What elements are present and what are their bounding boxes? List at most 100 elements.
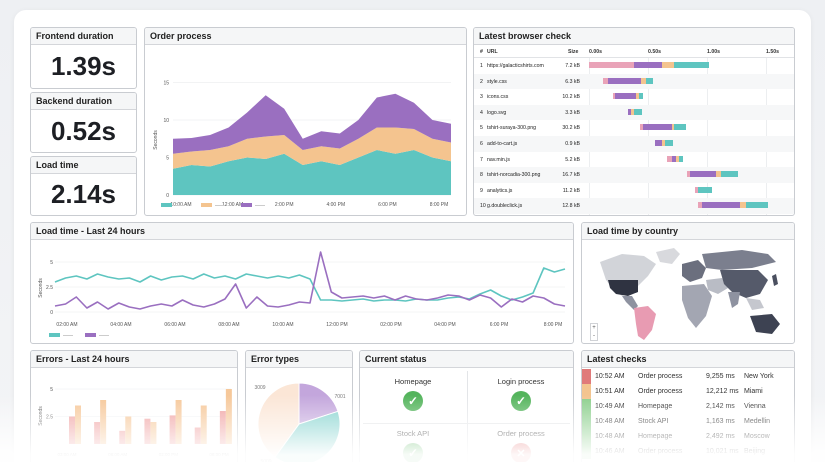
check-city: Medellin [744,418,771,425]
order-xtick: 8:00 PM [430,202,449,208]
row-url: analytics.js [487,187,513,194]
order-ylabel: Seconds [153,130,159,150]
waterfall-row[interactable]: 8 tshirt-norcadia-300.png 16.7 kB [474,167,794,183]
zoom-out-button[interactable]: - [593,333,595,339]
errors-bar-pink [144,418,151,444]
waterfall-segment [607,77,641,84]
waterfall-segment [643,124,672,131]
waterfall-row[interactable]: 4 logo.svg 3.3 kB [474,104,794,121]
map-usa [608,280,638,296]
latest-check-row[interactable]: 10:52 AM Order process 9,255 ms New York [582,369,794,384]
status-login-process[interactable]: Login process ✓ [468,369,573,422]
errors-bar-peach [75,405,81,444]
check-time: 10:49 AM [595,403,625,410]
frontend-duration-title: Frontend duration [31,28,136,45]
latest-check-row[interactable]: 10:48 AM Stock API 1,163 ms Medellin [582,414,794,429]
order-process-title: Order process [145,28,466,45]
waterfall-segment [631,108,634,115]
load-legend-line-2 [99,335,110,336]
waterfall-segment [612,93,615,100]
error-types-title: Error types [246,351,352,368]
current-status-title: Current status [360,351,573,368]
row-size: 11.2 kB [562,187,580,194]
order-ytick: 10 [163,118,169,124]
waterfall-segment [690,171,717,178]
header-url: URL [487,49,498,55]
header-t1: 0.50s [648,49,661,55]
row-number: 9 [480,187,483,194]
status-order-process[interactable]: Order process ✕ [468,421,573,462]
row-size: 30.2 kB [562,125,580,132]
order-area-purple [173,93,451,154]
waterfall-row[interactable]: 6 add-to-cart.js 0.9 kB [474,136,794,152]
map-greenland [656,248,680,264]
latest-check-row[interactable]: 10:51 AM Order process 12,212 ms Miami [582,384,794,399]
order-ytick: 0 [166,193,169,199]
waterfall-row[interactable]: 10 g.doubleclick.js 12.8 kB [474,198,794,214]
load-xtick: 08:00 AM [218,322,239,328]
check-circle-icon: ✓ [511,391,531,411]
errors-xtick: 08:00 AM [108,452,127,457]
errors-bar-pink [219,411,226,444]
load-24h-chart: Seconds 5 2.5 002:00 AM 04:00 AM 06:00 AM 08:… [38,251,566,328]
latest-check-row[interactable]: 10:46 AM Order process 10,021 ms Beijing [582,444,794,459]
zoom-controls: + - [590,323,598,341]
check-city: New York [744,373,774,380]
check-circle-icon: ✓ [403,443,423,462]
pie-label-7001: 7001 [334,394,345,400]
status-login-label: Login process [497,377,545,386]
backend-duration-panel: Backend duration 0.52s [30,92,137,153]
check-status-bar [582,429,591,444]
check-status-bar [582,369,591,384]
status-homepage[interactable]: Homepage ✓ [360,369,466,422]
row-number: 3 [480,94,483,101]
browser-check-title: Latest browser check [474,28,794,45]
row-url: nav.min.js [487,156,510,163]
row-size: 5.2 kB [565,156,580,163]
check-name: Homepage [638,433,673,440]
pie-label-3009: 3009 [254,385,265,391]
row-number: 1 [480,63,483,69]
latest-check-row[interactable]: 10:48 AM Homepage 2,492 ms Moscow [582,429,794,444]
order-legend-swatch-3 [240,203,252,207]
row-size: 10.2 kB [562,94,580,101]
waterfall-segment [603,77,608,84]
waterfall-row[interactable]: 7 nav.min.js 5.2 kB [474,152,794,168]
map-africa [682,284,712,328]
row-number: 7 [480,156,483,163]
load-time-title: Load time [31,157,136,174]
waterfall-segment [702,202,741,209]
backend-duration-title: Backend duration [31,93,136,110]
check-duration: 1,163 ms [706,418,735,425]
row-number: 5 [480,125,483,132]
waterfall-segment [678,155,684,162]
latest-check-row[interactable]: 10:49 AM Homepage 2,142 ms Vienna [582,399,794,414]
status-stock-api[interactable]: Stock API ✓ [360,421,466,462]
errors-ylabel: Seconds [38,406,44,426]
waterfall-segment [740,202,746,209]
check-time: 10:51 AM [595,388,625,395]
waterfall-row[interactable]: 3 icons.css 10.2 kB [474,89,794,105]
zoom-in-button[interactable]: + [592,325,596,331]
current-status-panel: Current status Homepage ✓ Login process … [359,350,574,462]
waterfall-row[interactable]: 1 https://galacticshirts.com 7.2 kB [474,58,794,74]
load-legend [49,333,110,339]
map-india [728,292,740,308]
waterfall-segment [639,124,644,131]
waterfall-segment [671,124,674,131]
row-number: 8 [480,172,483,179]
check-status-bar [582,444,591,459]
load-xtick: 6:00 PM [490,322,509,328]
waterfall-segment [716,171,722,178]
load-legend-swatch-1 [49,333,60,337]
waterfall-segment [645,77,653,84]
check-duration: 12,212 ms [706,388,739,395]
load-xtick: 12:00 PM [326,322,347,328]
waterfall-segment [673,62,710,68]
waterfall-row[interactable]: 2 style.css 6.3 kB [474,73,794,90]
order-legend-line-1 [175,205,186,206]
map-central-america [622,296,638,310]
waterfall-row[interactable]: 9 analytics.js 11.2 kB [474,183,794,199]
waterfall-row[interactable]: 5 tshirt-suraya-300.png 30.2 kB [474,120,794,136]
